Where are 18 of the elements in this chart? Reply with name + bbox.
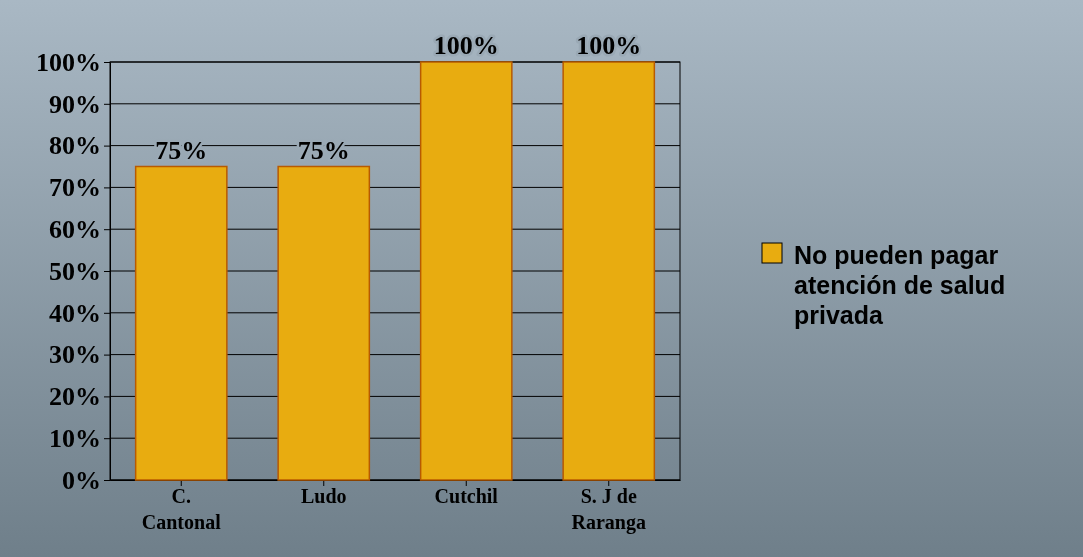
x-tick-label: Cutchil	[434, 485, 499, 508]
x-tick-label: C. Cantonal	[141, 485, 222, 534]
y-tick-label: 40%	[49, 298, 101, 328]
x-tick-label: S. J de Raranga	[571, 485, 646, 535]
y-tick-label: 90%	[49, 89, 101, 119]
data-label: 100%	[433, 31, 499, 60]
y-tick-label: 100%	[36, 47, 101, 77]
y-tick-label: 0%	[62, 465, 101, 495]
y-tick-label: 80%	[49, 131, 101, 161]
text: No pueden pagar atención de salud privada	[794, 241, 1006, 329]
data-label: 100%	[576, 31, 642, 60]
y-tick-label: 60%	[49, 215, 101, 245]
y-tick-label: 30%	[49, 340, 101, 370]
y-tick-label: 70%	[49, 173, 101, 203]
y-tick-label: 20%	[49, 382, 101, 412]
y-tick-label: 10%	[49, 424, 101, 454]
y-tick-label: 50%	[49, 256, 101, 286]
x-tick-label: Ludo	[300, 485, 347, 508]
